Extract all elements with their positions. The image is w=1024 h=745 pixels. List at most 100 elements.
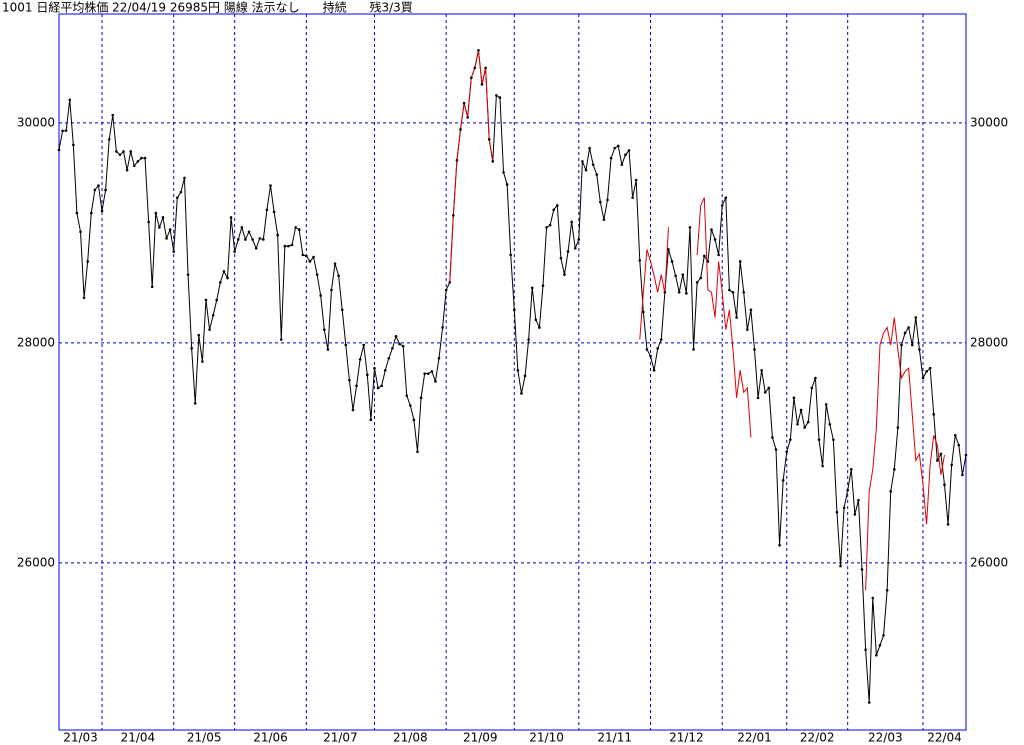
price-dot — [871, 596, 875, 600]
price-dot — [72, 143, 75, 147]
price-dot — [799, 408, 803, 412]
y-tick-label: 30000 — [17, 115, 55, 129]
price-dot — [236, 238, 240, 241]
price-dot — [706, 260, 710, 263]
price-line — [449, 50, 945, 591]
price-dot — [541, 284, 545, 287]
price-dot — [584, 168, 588, 172]
price-dot — [322, 328, 326, 331]
price-dot — [140, 156, 143, 160]
price-dot — [559, 256, 563, 260]
price-dot — [426, 372, 430, 375]
price-dot — [308, 260, 312, 263]
x-tick-label: 22/01 — [737, 731, 772, 745]
price-dot — [430, 370, 434, 373]
price-dot — [961, 473, 964, 477]
price-dot — [853, 513, 857, 516]
price-dot — [631, 196, 634, 199]
price-dot — [785, 450, 789, 454]
price-dot — [89, 211, 93, 215]
price-dot — [480, 83, 484, 86]
price-dot — [491, 160, 495, 163]
price-dot — [100, 209, 104, 213]
price-dot — [624, 153, 627, 157]
price-dot — [401, 344, 405, 348]
y-tick-label-right: 30000 — [970, 115, 1008, 129]
price-dot — [344, 343, 348, 347]
x-tick-label: 21/05 — [187, 731, 222, 745]
price-dot — [294, 226, 297, 229]
price-dot — [405, 394, 409, 397]
price-dot — [190, 347, 193, 350]
price-dot — [376, 386, 380, 390]
price-dot — [86, 260, 89, 263]
price-dot — [875, 653, 878, 657]
x-tick-label: 21/04 — [121, 731, 156, 745]
price-dot — [441, 326, 444, 329]
price-dot — [193, 402, 197, 405]
price-dot — [473, 66, 477, 70]
price-dot — [760, 369, 763, 372]
price-dot — [939, 452, 943, 456]
price-dot — [749, 308, 753, 312]
price-dot — [147, 220, 150, 224]
price-dot — [176, 196, 179, 199]
price-dot — [821, 464, 824, 468]
price-dot — [789, 438, 792, 441]
price-dot — [849, 468, 853, 471]
price-dot — [233, 250, 236, 253]
price-dot — [864, 648, 867, 652]
price-dot — [670, 260, 674, 263]
price-dot — [953, 433, 957, 437]
price-dot — [262, 238, 265, 241]
price-dot — [168, 228, 172, 231]
price-dot — [767, 386, 771, 390]
price-dot — [201, 360, 204, 363]
price-dot — [674, 274, 677, 278]
price-dot — [824, 403, 828, 406]
price-dot — [373, 366, 376, 370]
price-dot — [681, 273, 685, 276]
price-dot — [918, 348, 921, 351]
price-dot — [817, 438, 821, 441]
price-dot — [455, 158, 459, 162]
price-dot — [746, 328, 749, 331]
price-dot — [885, 589, 889, 592]
price-dot — [778, 543, 781, 547]
price-dot — [276, 233, 279, 237]
price-dot — [896, 426, 900, 429]
x-tick-label: 22/04 — [927, 731, 962, 745]
price-dot — [258, 237, 262, 240]
price-dot — [512, 308, 516, 312]
price-dot — [649, 354, 652, 358]
price-dot — [125, 168, 129, 172]
price-dot — [738, 260, 742, 263]
price-dot — [369, 418, 373, 422]
price-dot — [530, 286, 534, 290]
price-dot — [247, 230, 251, 234]
price-dot — [828, 422, 832, 426]
price-dot — [319, 294, 323, 297]
price-dot — [717, 253, 720, 257]
price-dot — [556, 204, 559, 207]
y-tick-label-right: 26000 — [970, 555, 1008, 569]
price-dot — [161, 216, 165, 219]
price-dot — [419, 396, 423, 400]
price-dot — [581, 160, 584, 163]
price-dot — [548, 223, 552, 227]
y-tick-label: 28000 — [17, 335, 55, 349]
price-dot — [685, 292, 688, 295]
price-dot — [713, 238, 717, 241]
price-dot — [434, 380, 437, 383]
price-dot — [667, 248, 670, 251]
price-dot — [835, 510, 839, 514]
price-dot — [423, 372, 426, 375]
price-dot — [484, 66, 487, 70]
price-dot — [591, 163, 595, 166]
price-dot — [957, 443, 961, 447]
price-dot — [552, 208, 556, 212]
price-dot — [702, 254, 706, 258]
price-dot — [211, 314, 215, 317]
price-dot — [925, 370, 928, 373]
price-dot — [351, 408, 355, 412]
